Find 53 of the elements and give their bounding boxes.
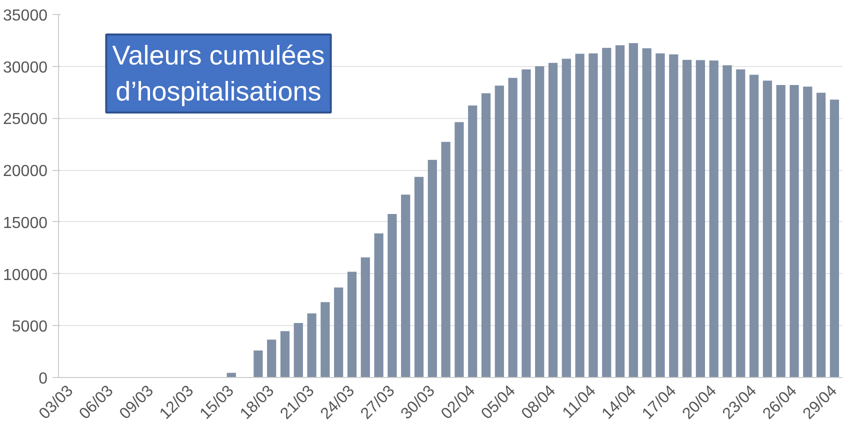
bar [334,287,344,378]
bar [562,58,571,378]
y-tick-label: 15000 [3,214,48,232]
bar [401,194,410,378]
bar [656,53,665,378]
bar [816,92,826,378]
bar [320,302,330,378]
y-tick-label: 0 [38,370,48,388]
bar [749,74,759,378]
bar [628,43,638,378]
bar [522,69,531,378]
bar [508,78,518,378]
y-tick-label: 20000 [3,163,48,180]
bar [481,93,491,378]
bar [803,86,812,378]
bar [548,62,558,378]
bar [388,214,397,378]
bar [602,48,612,378]
y-tick-label: 35000 [3,8,48,24]
bar [254,350,263,378]
bar [307,313,316,378]
bar [830,100,840,378]
bar [428,160,437,378]
bar [267,340,276,378]
bar [776,85,786,378]
bar [790,85,799,378]
y-tick-label: 5000 [12,318,48,336]
bar [468,105,478,378]
bar [441,142,450,378]
bar [615,45,625,378]
bar [669,54,678,378]
bar [682,60,692,378]
bar [709,60,718,378]
bar [494,86,504,378]
y-tick-label: 30000 [3,59,48,76]
bar [374,233,384,378]
bar [360,257,370,378]
y-tick-label: 10000 [3,266,48,284]
bar [454,122,464,378]
bar [588,53,598,378]
bar [414,176,424,378]
bar [722,65,732,378]
bar [535,66,544,378]
text: Valeurs cumulées d’hospitalisations [112,40,325,106]
bar [575,54,584,378]
bar [347,272,357,378]
bar [294,322,303,378]
bar [280,331,290,378]
bar [642,48,652,378]
bar [736,69,746,378]
bar [762,80,772,378]
bar [696,60,705,378]
y-tick-label: 25000 [3,111,48,128]
